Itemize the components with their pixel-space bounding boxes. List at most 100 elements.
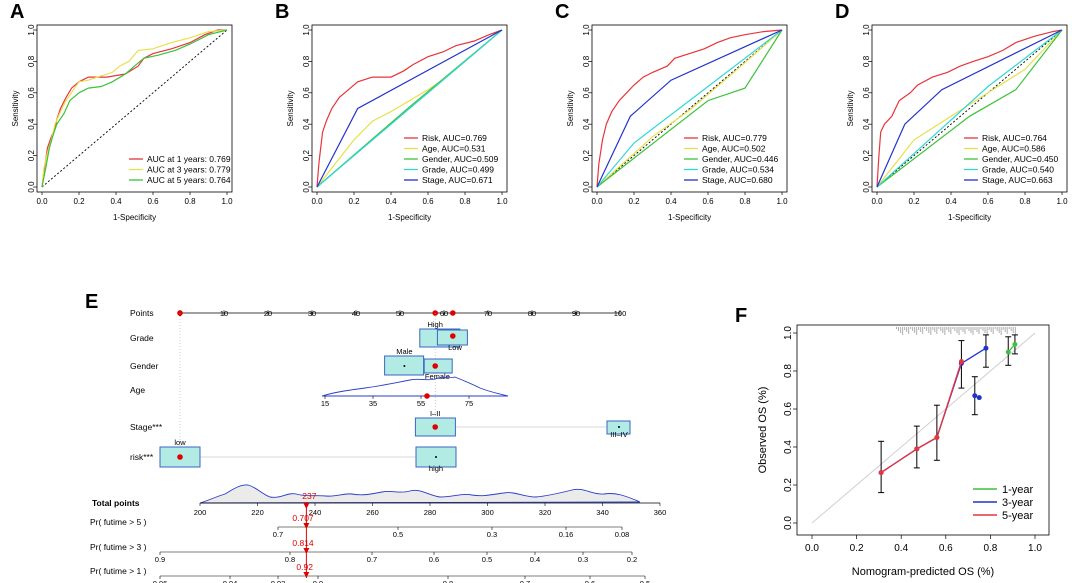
y-tick-label-f: 1.0 bbox=[783, 326, 794, 340]
row-label-pr1: Pr( futime > 1 ) bbox=[90, 566, 147, 576]
x-tick-label-b: 0.2 bbox=[348, 197, 360, 206]
x-tick-label-d: 1.0 bbox=[1056, 197, 1068, 206]
y-tick-label-c: 0.8 bbox=[582, 55, 591, 67]
panel-label-f: F bbox=[735, 305, 747, 327]
x-tick-label-d: 0.0 bbox=[871, 197, 883, 206]
calibration-extra-point bbox=[976, 395, 982, 401]
risk-level-high: high bbox=[429, 464, 443, 473]
legend-entry-c-4: Stage, AUC=0.680 bbox=[702, 175, 773, 185]
age-tick-label: 75 bbox=[465, 399, 473, 408]
total-density-curve bbox=[199, 484, 641, 504]
points-tick-label: 50 bbox=[396, 309, 404, 318]
roc-line-d-1 bbox=[876, 29, 1063, 188]
pr3-tick-label: 0.7 bbox=[367, 555, 377, 564]
pr5-arrow bbox=[303, 523, 310, 529]
x-tick-label-c: 0.4 bbox=[665, 197, 677, 206]
x-tick-label-f: 0.4 bbox=[894, 543, 908, 554]
pr1-tick-label: 0.96 bbox=[153, 579, 168, 583]
calibration-point-1 bbox=[983, 345, 989, 351]
row-label-pr5: Pr( futime > 5 ) bbox=[90, 517, 147, 527]
y-tick-label-b: 0.6 bbox=[302, 87, 311, 99]
pr5-value: 0.707 bbox=[292, 513, 314, 523]
x-tick-label-a: 1.0 bbox=[221, 197, 233, 206]
y-tick-label-a: 0.2 bbox=[27, 149, 36, 161]
x-tick-label-f: 0.6 bbox=[939, 543, 953, 554]
row-label-stage: Stage*** bbox=[130, 422, 163, 432]
pr3-tick-label: 0.4 bbox=[530, 555, 540, 564]
pr1-value: 0.92 bbox=[296, 562, 313, 572]
pr5-tick-label: 0.3 bbox=[487, 530, 497, 539]
pr3-arrow bbox=[303, 548, 310, 554]
plot-frame-f bbox=[796, 324, 1050, 536]
y-tick-label-b: 1.0 bbox=[302, 24, 311, 36]
pr3-tick-label: 0.2 bbox=[627, 555, 637, 564]
x-axis-title-d: 1-Specificity bbox=[948, 213, 991, 222]
pr3-value: 0.814 bbox=[292, 538, 314, 548]
panel-f-calibration: F 0.0 0.0 0.2 0.2 0.4 0.4 0.6 0.6 0.8 0.8 1.0 1.0 Nom… bbox=[735, 305, 1050, 578]
x-tick-label-d: 0.2 bbox=[908, 197, 920, 206]
pr3-tick-label: 0.9 bbox=[155, 555, 165, 564]
x-tick-label-c: 0.0 bbox=[591, 197, 603, 206]
pr5-tick-label: 0.5 bbox=[393, 530, 403, 539]
pr5-tick-label: 0.16 bbox=[559, 530, 574, 539]
legend-entry-c-1: Age, AUC=0.502 bbox=[702, 144, 766, 154]
y-tick-label-d: 1.0 bbox=[862, 24, 871, 36]
calibration-point-2 bbox=[958, 359, 964, 364]
pr1-tick-label: 0.9 bbox=[313, 579, 323, 583]
x-tick-label-f: 0.0 bbox=[805, 543, 819, 554]
total-tick-label: 260 bbox=[366, 508, 379, 517]
pr1-tick-label: 0.7 bbox=[520, 579, 530, 583]
roc-line-a-2 bbox=[41, 29, 228, 188]
y-tick-label-d: 0.4 bbox=[862, 118, 871, 130]
calibration-line-1 bbox=[880, 347, 987, 474]
gender-box-female bbox=[423, 358, 453, 374]
roc-line-d-2 bbox=[876, 29, 1063, 188]
x-tick-label-b: 0.8 bbox=[459, 197, 471, 206]
legend-entry-f-0: 1-year bbox=[1002, 484, 1034, 496]
roc-line-d-4 bbox=[876, 29, 1063, 188]
points-tick-label: 80 bbox=[528, 309, 536, 318]
risk-marker bbox=[177, 454, 183, 460]
roc-line-c-1 bbox=[596, 29, 783, 188]
x-tick-label-c: 0.2 bbox=[628, 197, 640, 206]
gender-level-male: Male bbox=[396, 347, 412, 356]
x-tick-label-a: 0.0 bbox=[36, 197, 48, 206]
x-tick-label-f: 1.0 bbox=[1028, 543, 1042, 554]
ideal-line-f bbox=[811, 332, 1036, 524]
panel-a-roc: A 0.00.0 0.2 0.2 0.4 0.4 0.6 0.6 0.8 0.8 1.0 1.0 1-S… bbox=[10, 1, 233, 222]
y-tick-label-b: 0.0 bbox=[302, 181, 311, 193]
pr1-tick-label: 0.94 bbox=[223, 579, 238, 583]
pr3-tick-label: 0.6 bbox=[429, 555, 439, 564]
stage-marker bbox=[432, 424, 439, 430]
y-tick-label-c: 0.0 bbox=[582, 181, 591, 193]
row-label-points: Points bbox=[130, 308, 154, 318]
calibration-point-2 bbox=[914, 446, 920, 452]
total-arrow bbox=[303, 503, 310, 509]
pr1-tick-label: 0.92 bbox=[271, 579, 286, 583]
pr1-tick-label: 0.5 bbox=[640, 579, 650, 583]
roc-line-b-3 bbox=[316, 29, 503, 188]
y-tick-label-c: 0.4 bbox=[582, 118, 591, 130]
x-tick-label-b: 1.0 bbox=[496, 197, 508, 206]
diagonal-ref-c bbox=[596, 29, 783, 188]
row-label-total: Total points bbox=[92, 498, 140, 508]
pr5-tick-label: 0.08 bbox=[615, 530, 630, 539]
y-tick-label-b: 0.4 bbox=[302, 118, 311, 130]
legend-entry-d-3: Grade, AUC=0.540 bbox=[982, 165, 1054, 175]
grade-marker bbox=[450, 333, 456, 339]
legend-entry-f-1: 3-year bbox=[1002, 497, 1034, 509]
pr5-tick-label: 0.7 bbox=[273, 530, 283, 539]
panel-b-roc: B 0.00.0 0.2 0.2 0.4 0.4 0.6 0.6 0.8 0.8 1.0 1.0 1-S… bbox=[275, 1, 508, 222]
row-label-pr3: Pr( futime > 3 ) bbox=[90, 542, 147, 552]
roc-line-b-4 bbox=[316, 29, 503, 188]
age-marker bbox=[424, 393, 430, 399]
x-tick-label-c: 0.6 bbox=[702, 197, 714, 206]
y-tick-label-d: 0.0 bbox=[862, 181, 871, 193]
stage-late-dot bbox=[618, 426, 620, 428]
legend-entry-c-0: Risk, AUC=0.779 bbox=[702, 133, 767, 143]
grade-level-high: High bbox=[427, 320, 442, 329]
panel-c-roc: C 0.00.0 0.2 0.2 0.4 0.4 0.6 0.6 0.8 0.8 1.0 1.0 1-S… bbox=[555, 1, 788, 222]
total-tick-label: 360 bbox=[654, 508, 667, 517]
points-tick-label: 90 bbox=[572, 309, 580, 318]
calibration-extra-point bbox=[972, 393, 978, 399]
